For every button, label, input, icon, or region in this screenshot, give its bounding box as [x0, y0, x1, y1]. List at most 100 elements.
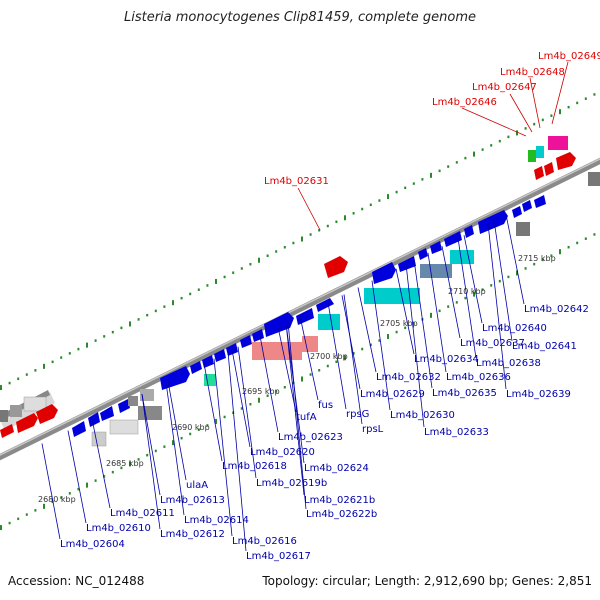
scale-label: 2680 kbp	[38, 495, 76, 504]
gene-arrow	[534, 195, 546, 208]
tick-mark	[490, 284, 493, 287]
reverse-genes	[91, 222, 530, 447]
leader-line	[493, 220, 513, 342]
tick-mark	[498, 139, 501, 143]
tick-mark	[352, 212, 355, 215]
gene-arrow	[226, 343, 238, 356]
tick-mark	[180, 436, 183, 440]
gene-arrow	[478, 210, 508, 234]
tick-mark	[215, 278, 217, 284]
tick-mark	[43, 363, 45, 369]
gene-labels: Lm4b_02604 Lm4b_02610 Lm4b_02611 Lm4b_02…	[60, 304, 589, 562]
tick-mark	[593, 233, 596, 236]
highlight-label: Lm4b_02648	[500, 67, 565, 78]
leader-line	[141, 394, 161, 496]
gene-label: fus	[318, 400, 333, 411]
tick-mark	[120, 466, 123, 470]
gene-block	[548, 136, 568, 150]
tick-mark	[163, 445, 166, 448]
tick-mark	[309, 233, 312, 236]
tick-mark	[430, 172, 432, 178]
tick-mark	[584, 237, 587, 240]
gene-label: Lm4b_02637	[460, 338, 525, 349]
tick-mark	[318, 229, 321, 232]
gene-arrow	[190, 361, 202, 374]
tick-mark	[215, 418, 217, 424]
tick-mark	[387, 194, 389, 200]
tick-mark	[77, 487, 80, 491]
tick-mark	[94, 339, 97, 342]
leader-line	[227, 351, 247, 552]
tick-mark	[301, 376, 303, 382]
tick-mark	[17, 377, 20, 381]
tick-mark	[567, 105, 570, 109]
tick-mark	[275, 250, 278, 253]
leader-line	[441, 245, 461, 339]
tick-mark	[318, 369, 321, 372]
gene-block	[302, 336, 318, 352]
gene-label: rpsL	[362, 424, 384, 435]
highlight-label: Lm4b_02647	[472, 82, 537, 93]
gene-block	[536, 146, 544, 158]
tick-mark	[395, 330, 398, 334]
tick-mark	[335, 360, 338, 364]
gene-block	[204, 374, 216, 386]
leader-line	[213, 358, 233, 537]
gene-arrow	[444, 231, 462, 247]
tick-tracks	[0, 93, 596, 531]
tick-mark	[473, 151, 475, 157]
leader-line	[259, 335, 279, 433]
backbone	[0, 157, 600, 461]
gene-label: Lm4b_02620	[250, 447, 315, 458]
tick-mark	[240, 407, 243, 410]
tick-mark	[86, 482, 88, 488]
gene-arrow	[240, 335, 252, 348]
gene-block	[364, 288, 420, 304]
topology-label: Topology: circular; Length: 2,912,690 bp…	[262, 574, 592, 588]
leader-line	[203, 363, 223, 462]
tick-mark	[481, 148, 484, 151]
tick-mark	[344, 355, 346, 361]
gene-block	[138, 406, 162, 420]
accession-label: Accession: NC_012488	[8, 574, 145, 588]
highlight-label: Lm4b_02631	[264, 176, 329, 187]
tick-mark	[455, 161, 458, 164]
tick-mark	[266, 254, 269, 257]
tick-mark	[524, 127, 527, 130]
gene-label: Lm4b_02614	[184, 515, 249, 526]
gene-block	[91, 431, 107, 447]
leader-line	[413, 259, 433, 389]
tick-mark	[301, 236, 303, 242]
tick-mark	[111, 330, 114, 334]
gene-arrow	[118, 399, 130, 413]
gene-arrow	[430, 241, 442, 254]
tick-mark	[249, 262, 252, 266]
gene-block	[252, 342, 302, 360]
tick-mark	[34, 369, 37, 372]
gene-label: Lm4b_02633	[424, 427, 489, 438]
tick-mark	[326, 224, 329, 228]
tick-mark	[60, 356, 63, 359]
tick-mark	[111, 470, 114, 474]
gene-arrow	[88, 412, 100, 427]
tick-mark	[206, 424, 209, 427]
tick-mark	[283, 245, 286, 249]
tick-mark	[8, 521, 11, 525]
tick-mark	[559, 109, 561, 115]
tick-mark	[154, 449, 157, 453]
gene-label: tufA	[296, 412, 317, 423]
tick-mark	[77, 347, 80, 351]
tick-mark	[258, 397, 260, 403]
scale-labels: 2680 kbp 2685 kbp 2690 kbp 2695 kbp 2700…	[38, 254, 556, 504]
leader-line	[231, 349, 251, 448]
leader-line	[167, 381, 187, 481]
gene-block	[23, 396, 47, 412]
leader-line	[327, 302, 347, 410]
gene-arrow	[372, 262, 396, 284]
leader-line	[505, 214, 525, 305]
tick-mark	[120, 326, 123, 330]
leader-line	[277, 326, 297, 413]
leader-line	[41, 443, 61, 540]
